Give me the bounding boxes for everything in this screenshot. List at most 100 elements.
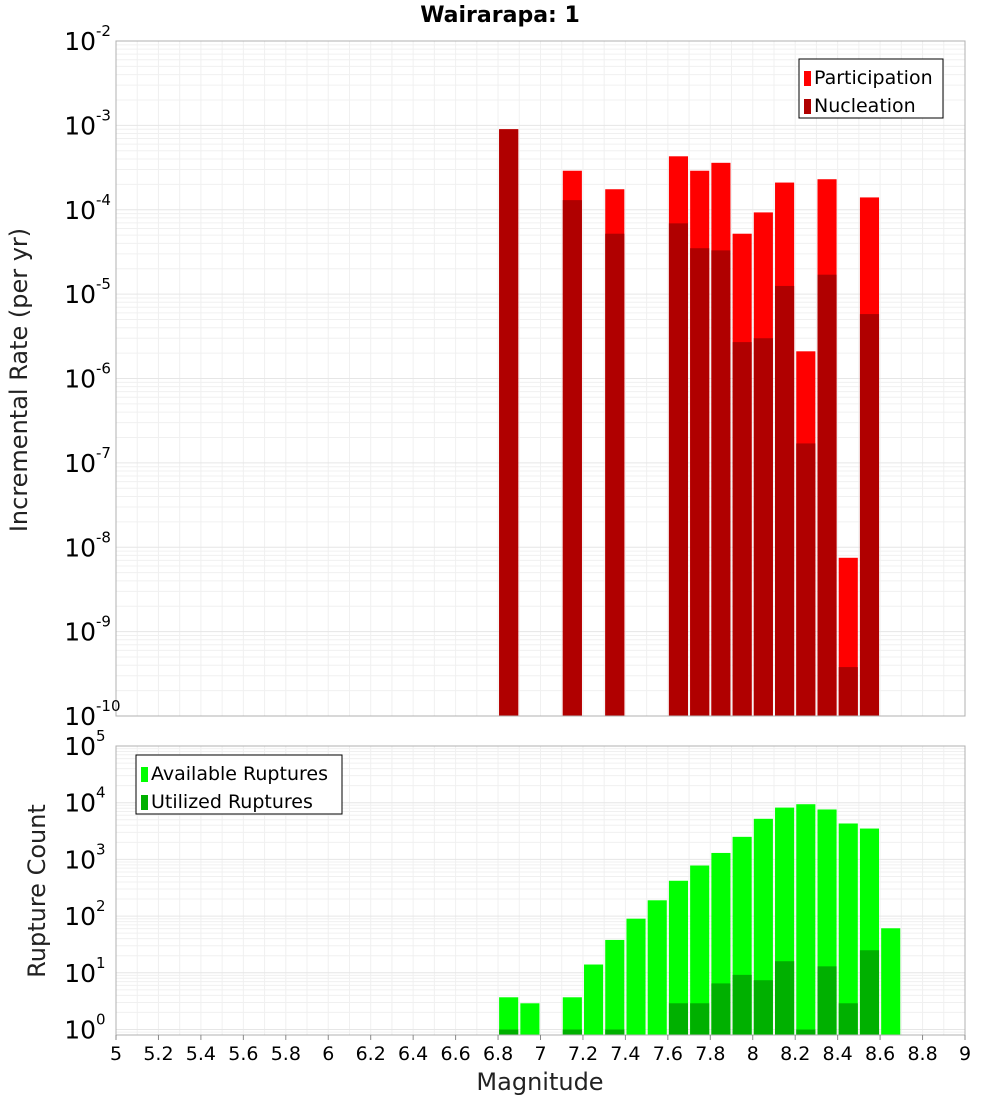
y-tick-exponent: 1 <box>96 954 106 972</box>
bar <box>796 1029 816 1035</box>
x-tick-label: 6 <box>322 1043 334 1065</box>
y-tick-label: 10 <box>64 280 96 309</box>
bar <box>584 964 604 1035</box>
bar <box>520 1003 540 1035</box>
bar <box>859 314 880 716</box>
y-tick-exponent: 0 <box>96 1011 106 1029</box>
x-tick-label: 7.6 <box>653 1043 683 1065</box>
legend: Participation Nucleation <box>798 58 944 119</box>
y-tick-exponent: -3 <box>96 106 111 124</box>
bar <box>690 865 710 1035</box>
bar <box>732 974 752 1035</box>
x-tick-label: 7 <box>534 1043 546 1065</box>
x-tick-label: 5.4 <box>186 1043 216 1065</box>
legend-label: Utilized Ruptures <box>151 791 313 813</box>
plot-frame <box>115 40 966 717</box>
x-tick-label: 6.6 <box>440 1043 470 1065</box>
bar <box>668 880 689 1035</box>
y-tick-exponent: -6 <box>96 360 111 378</box>
y-tick-exponent: -7 <box>96 444 111 462</box>
bar <box>605 939 625 1035</box>
x-tick-label: 8.8 <box>907 1043 937 1065</box>
bar <box>711 983 731 1035</box>
bar <box>499 997 519 1035</box>
x-tick-label: 5.2 <box>143 1043 173 1065</box>
legend-box <box>135 754 343 815</box>
y-tick-label: 10 <box>64 845 96 874</box>
bar <box>562 200 582 716</box>
bar <box>881 928 901 1035</box>
bar <box>605 233 625 716</box>
x-tick-label: 6.2 <box>356 1043 386 1065</box>
bar <box>796 804 816 1035</box>
x-tick-label: 5 <box>110 1043 122 1065</box>
y-tick-label: 10 <box>64 959 96 988</box>
bar <box>753 980 773 1035</box>
series-utilized-ruptures <box>499 950 880 1035</box>
y-tick-label: 10 <box>64 702 96 731</box>
chart-title: Wairarapa: 1 <box>420 3 580 28</box>
y-tick-label: 10 <box>64 1016 96 1045</box>
x-tick-label: 8.2 <box>780 1043 810 1065</box>
bar <box>753 338 773 716</box>
legend-swatch <box>141 795 148 810</box>
y-tick-label: 10 <box>64 449 96 478</box>
x-tick-label: 8.4 <box>823 1043 853 1065</box>
y-tick-label: 10 <box>64 196 96 225</box>
bar <box>732 342 752 716</box>
bar <box>838 1003 858 1035</box>
y-tick-exponent: -5 <box>96 275 111 293</box>
bar <box>668 1003 689 1035</box>
y-tick-label: 10 <box>64 732 96 761</box>
legend-swatch <box>804 99 811 114</box>
y-tick-exponent: 3 <box>96 840 106 858</box>
x-tick-label: 5.6 <box>228 1043 258 1065</box>
y-tick-label: 10 <box>64 789 96 818</box>
x-tick-label: 7.4 <box>610 1043 640 1065</box>
bar <box>859 950 880 1035</box>
bar <box>775 285 795 716</box>
y-tick-label: 10 <box>64 533 96 562</box>
legend-swatch <box>141 767 148 782</box>
bar <box>562 1029 582 1035</box>
bar <box>562 997 582 1035</box>
series-nucleation <box>499 129 880 717</box>
bar <box>838 823 858 1035</box>
bar <box>817 274 837 716</box>
x-tick-label: 7.8 <box>695 1043 725 1065</box>
y-tick-exponent: -4 <box>96 191 111 209</box>
bar <box>711 250 731 717</box>
y-tick-exponent: -2 <box>96 22 111 40</box>
y-tick-exponent: 4 <box>96 784 106 802</box>
bar <box>605 1029 625 1035</box>
top-y-axis-label: Incremental Rate (per yr) <box>5 228 33 532</box>
legend-label: Nucleation <box>814 95 916 117</box>
bar <box>817 966 837 1035</box>
legend: Available Ruptures Utilized Ruptures <box>135 754 343 815</box>
bar <box>668 223 689 716</box>
x-tick-label: 9 <box>959 1043 971 1065</box>
bar <box>796 443 816 716</box>
x-tick-label: 6.4 <box>398 1043 428 1065</box>
y-tick-exponent: 2 <box>96 897 106 915</box>
y-tick-exponent: 5 <box>96 727 106 745</box>
x-axis-label: Magnitude <box>476 1068 603 1096</box>
y-tick-label: 10 <box>64 618 96 647</box>
x-tick-label: 7.2 <box>568 1043 598 1065</box>
bar <box>499 129 519 717</box>
legend-swatch <box>804 71 811 86</box>
x-tick-labels: 5 5.2 5.4 5.6 5.8 6 6.2 6.4 6.6 6.8 7 7.2 7.4 7.6 7.8 8… <box>110 1035 971 1065</box>
y-tick-exponent: -10 <box>96 697 121 715</box>
y-tick-exponent: -8 <box>96 528 111 546</box>
y-tick-label: 10 <box>64 27 96 56</box>
bar <box>690 248 710 717</box>
bar <box>626 918 646 1035</box>
y-tick-label: 10 <box>64 902 96 931</box>
x-tick-label: 5.8 <box>271 1043 301 1065</box>
bar <box>775 961 795 1035</box>
